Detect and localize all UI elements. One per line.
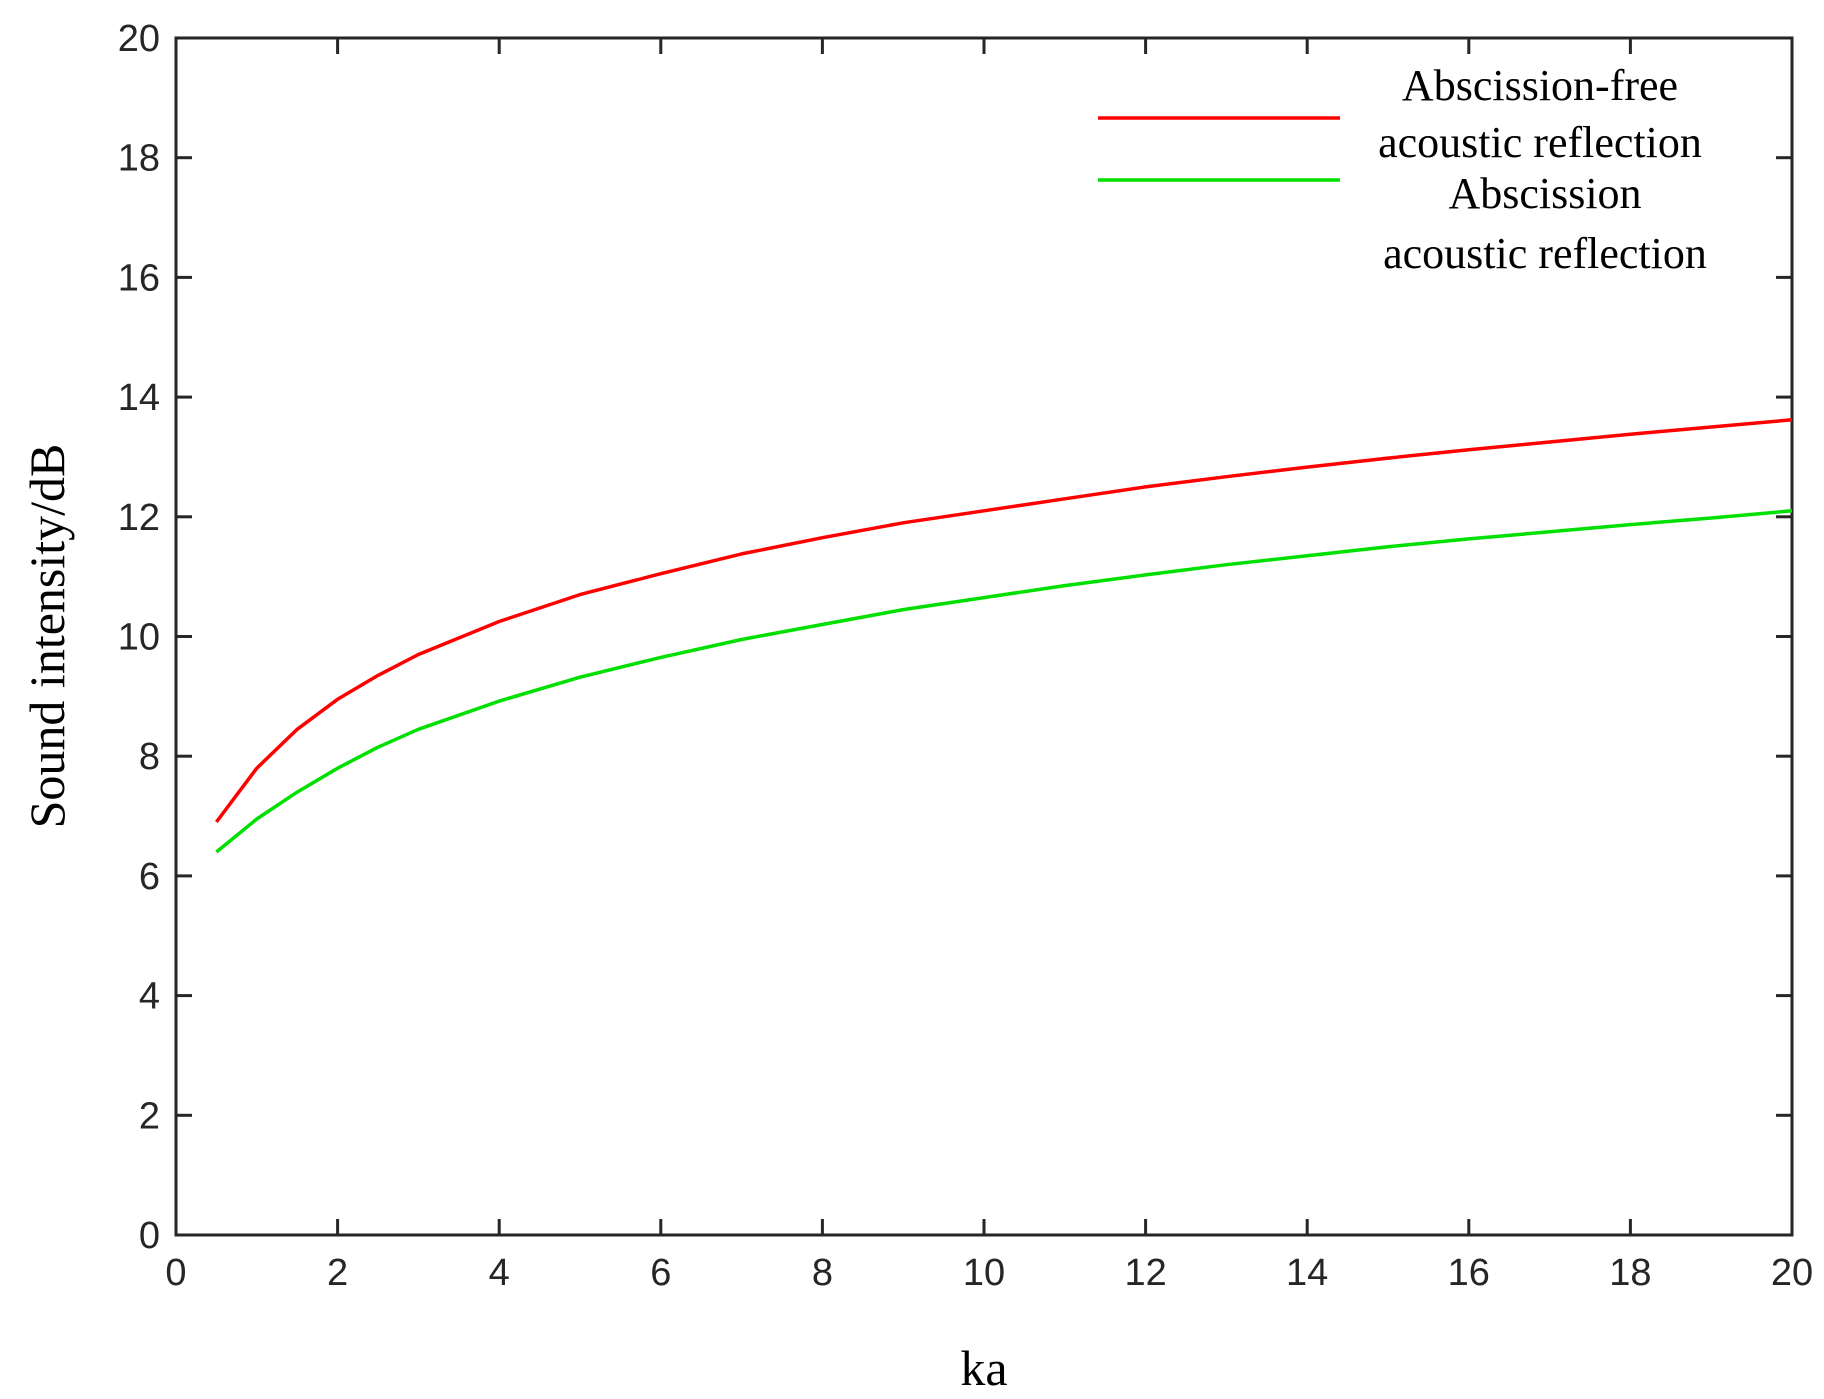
y-tick-label: 14 bbox=[118, 377, 160, 419]
x-tick-label: 14 bbox=[1286, 1252, 1328, 1294]
y-tick-label: 20 bbox=[118, 18, 160, 60]
y-tick-label: 8 bbox=[139, 736, 160, 778]
legend-label-1-line-1: Abscission-free bbox=[1402, 61, 1678, 110]
y-tick-label: 16 bbox=[118, 257, 160, 299]
legend-label-2-line-2: acoustic reflection bbox=[1383, 229, 1707, 278]
plot-area bbox=[174, 36, 1794, 1237]
x-tick-label: 12 bbox=[1124, 1252, 1166, 1294]
y-tick-label: 10 bbox=[118, 617, 160, 659]
x-tick-label: 16 bbox=[1448, 1252, 1490, 1294]
x-tick-label: 6 bbox=[650, 1252, 671, 1294]
y-tick-label: 0 bbox=[139, 1215, 160, 1257]
y-tick-label: 2 bbox=[139, 1095, 160, 1137]
y-tick-label: 18 bbox=[118, 138, 160, 180]
x-tick-label: 10 bbox=[963, 1252, 1005, 1294]
x-axis-label: ka bbox=[960, 1340, 1007, 1396]
y-tick-label: 4 bbox=[139, 976, 160, 1018]
legend-label-1-line-2: acoustic reflection bbox=[1378, 118, 1702, 167]
y-tick-label: 12 bbox=[118, 497, 160, 539]
legend-label-2-line-1: Abscission bbox=[1448, 169, 1641, 218]
axis-tick-labels: 0 2 4 6 8 10 12 14 16 18 20 0 2 4 6 8 10 12 14 16 18 20 bbox=[118, 18, 1813, 1294]
y-axis-label: Sound intensity/dB bbox=[19, 444, 75, 829]
x-tick-label: 4 bbox=[489, 1252, 510, 1294]
series-lines bbox=[215, 418, 1793, 854]
x-tick-label: 0 bbox=[165, 1252, 186, 1294]
axis-ticks bbox=[174, 36, 1794, 1237]
x-tick-label: 20 bbox=[1771, 1252, 1813, 1294]
x-tick-label: 2 bbox=[327, 1252, 348, 1294]
series-line-2 bbox=[215, 509, 1793, 854]
y-tick-label: 6 bbox=[139, 856, 160, 898]
x-tick-label: 8 bbox=[812, 1252, 833, 1294]
series-line-1 bbox=[215, 418, 1793, 824]
x-tick-label: 18 bbox=[1609, 1252, 1651, 1294]
